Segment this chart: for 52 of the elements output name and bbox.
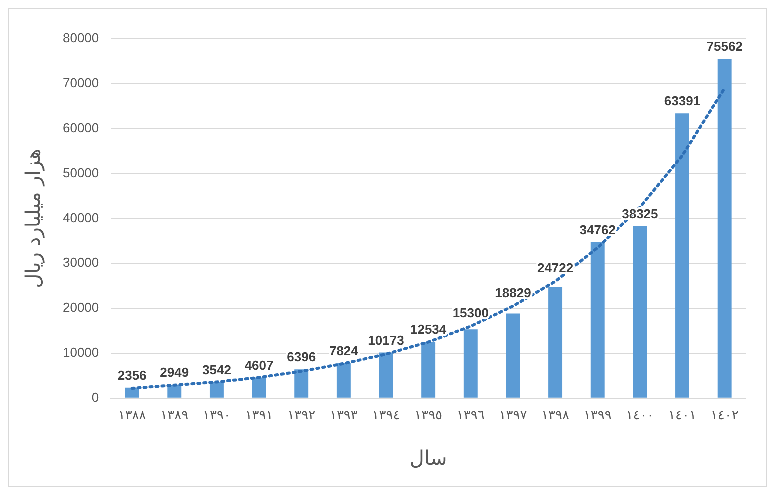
y-tick-label: 60000 (62, 120, 100, 136)
bar (506, 314, 520, 398)
y-tick-label: 0 (92, 390, 100, 405)
data-label: 15300 (452, 306, 489, 321)
x-tick-label: ١٣٩٢ (288, 408, 316, 424)
x-tick-label: ١٣٩٠ (202, 408, 231, 424)
y-tick-label: 40000 (62, 210, 100, 226)
data-label: 6396 (287, 350, 316, 365)
y-tick-label: 20000 (62, 300, 100, 316)
bar (210, 382, 224, 398)
x-tick-label: ١٤٠٠ (626, 408, 654, 424)
x-tick-label: ١٣٩٦ (456, 408, 485, 424)
data-label: 2356 (118, 368, 147, 383)
bar (633, 226, 648, 398)
x-tick-label: ١٤٠١ (668, 408, 696, 424)
y-tick-label: 70000 (62, 76, 100, 91)
bar (336, 363, 351, 398)
x-tick-label: ١٣٩٩ (584, 408, 612, 424)
x-tick-label: ١٣٩١ (245, 408, 274, 424)
y-tick-label: 10000 (62, 345, 100, 360)
y-tick-label: 50000 (62, 165, 100, 180)
data-label: 2949 (160, 365, 190, 380)
y-tick-label: 30000 (62, 255, 100, 270)
bar (464, 330, 478, 398)
data-label: 34762 (580, 222, 616, 238)
data-label: 63391 (664, 94, 701, 109)
bar (590, 242, 605, 398)
data-label: 4607 (244, 358, 274, 373)
bar (252, 378, 266, 398)
y-axis-title: هزار میلیارد ریال (21, 148, 46, 288)
data-label: 3542 (202, 362, 232, 378)
data-label: 18829 (495, 285, 532, 300)
x-tick-label: ١٣٩٥ (414, 408, 443, 424)
x-tick-label: ١٣٩٣ (330, 408, 358, 424)
bar (294, 370, 309, 398)
x-tick-label: ١٣٩٨ (542, 408, 570, 424)
bar (718, 58, 732, 398)
bar (676, 114, 690, 398)
data-label: 12534 (410, 322, 448, 338)
y-tick-label: 80000 (62, 30, 100, 46)
bar (548, 287, 563, 398)
x-tick-label: ١٣٨٨ (118, 408, 146, 424)
data-label: 7824 (329, 343, 360, 358)
data-label: 10173 (368, 332, 404, 348)
bar (379, 352, 394, 398)
x-tick-label: ١٤٠٢ (710, 408, 739, 424)
x-tick-label: ١٣٩٤ (372, 408, 400, 424)
data-label: 75562 (706, 39, 743, 54)
x-tick-label: ١٣٩٧ (499, 408, 528, 424)
x-tick-label: ١٣٨٩ (160, 408, 189, 424)
bar (422, 342, 436, 398)
x-axis-title: سال (410, 446, 448, 470)
